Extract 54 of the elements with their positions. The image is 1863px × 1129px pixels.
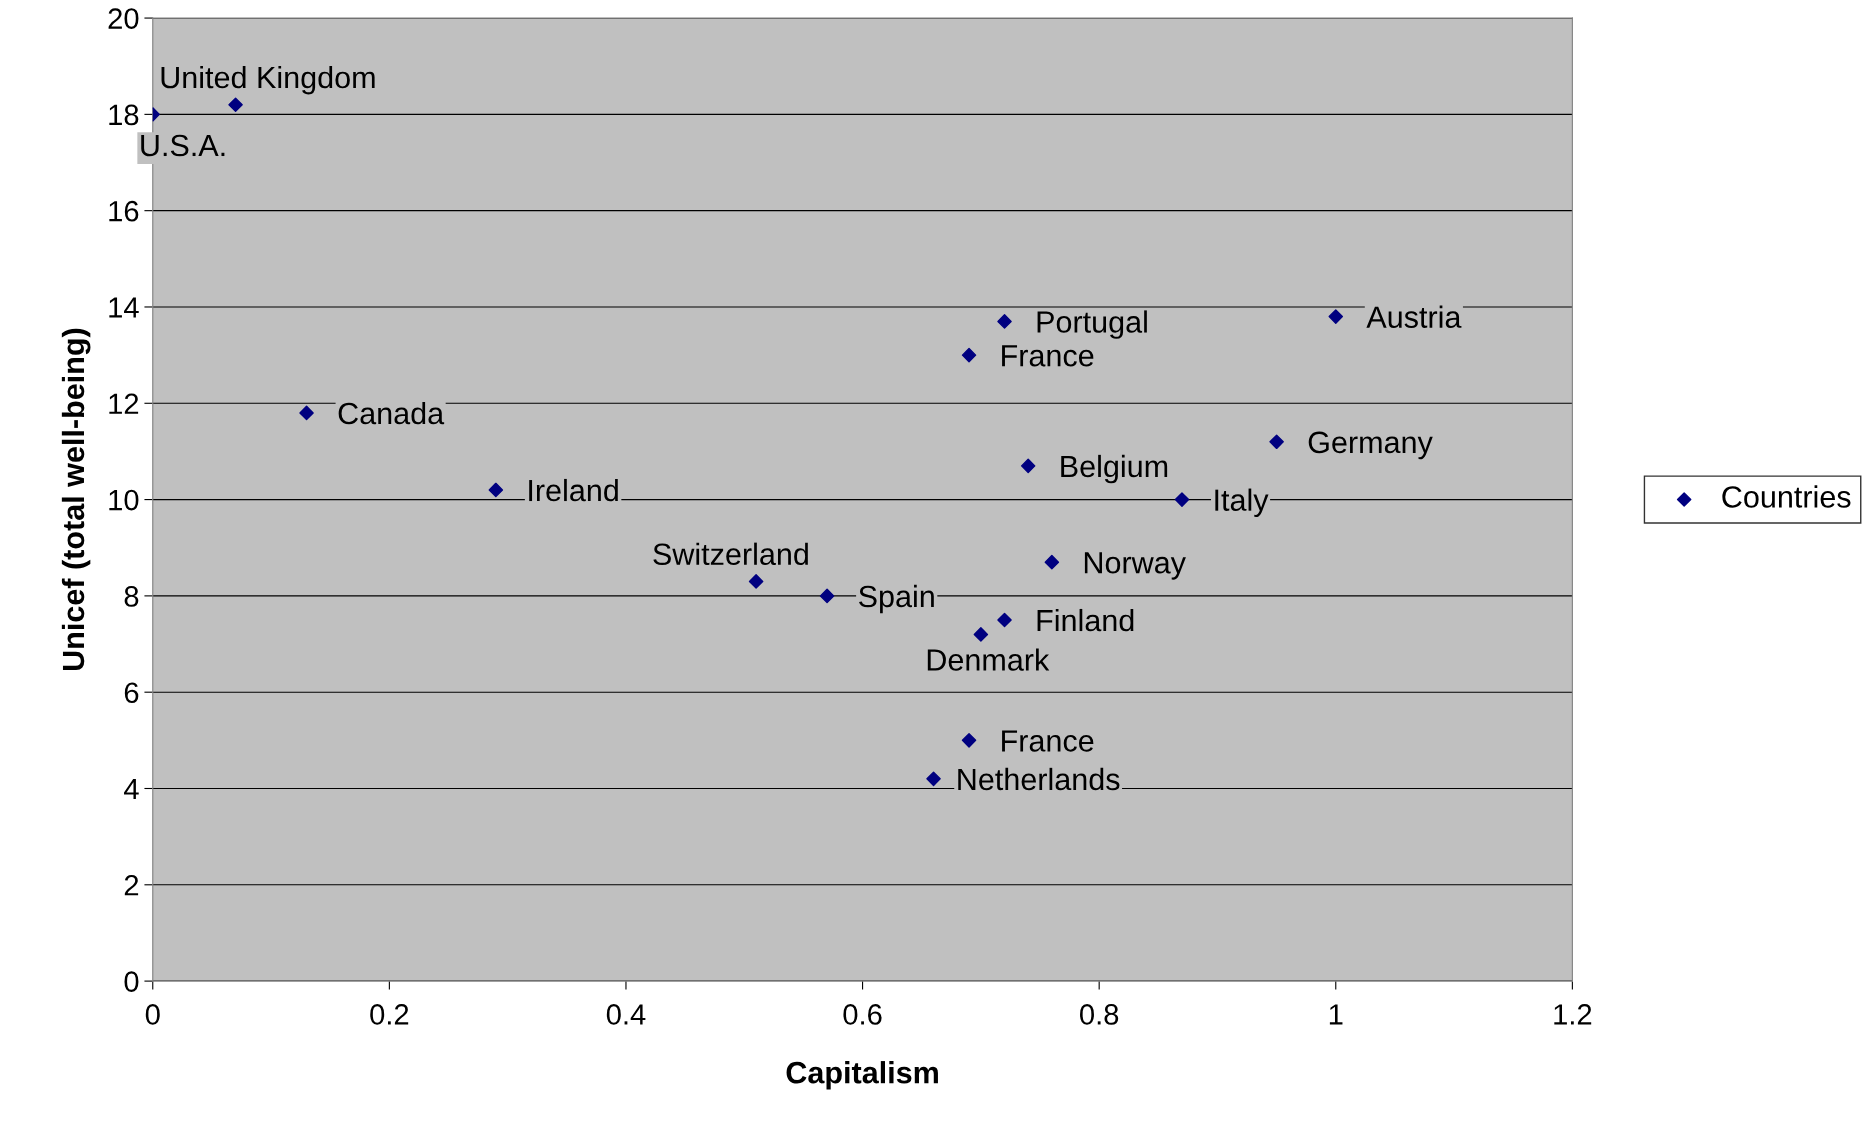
annotation: U.S.A.	[141, 134, 225, 157]
point	[997, 314, 1012, 329]
annotation: Netherlands	[958, 767, 1120, 791]
annotation: Ireland	[529, 478, 618, 502]
y-axis-title: Unicef (total well-being)	[61, 328, 91, 671]
x-tick-label: 1	[1329, 1004, 1343, 1025]
point	[961, 347, 977, 363]
annotation: Belgium	[1061, 454, 1168, 484]
x-tick-label: 0.4	[606, 1004, 646, 1025]
annotation: Italy	[1215, 488, 1269, 518]
x-tick-label: 0	[145, 1004, 160, 1025]
y-tick-label: 20	[108, 8, 139, 29]
y-tick-label: 6	[124, 682, 139, 704]
annotation: Denmark	[927, 648, 1050, 671]
point	[228, 97, 243, 113]
annotation: Norway	[1084, 552, 1186, 580]
point	[1020, 458, 1036, 474]
y-tick-label: 2	[124, 875, 139, 896]
y-tick-label: 16	[109, 200, 139, 222]
annotation: Finland	[1037, 608, 1134, 632]
point	[1269, 434, 1284, 450]
point	[748, 574, 764, 589]
y-tick-label: 18	[109, 104, 139, 126]
annotation: Canada	[338, 401, 445, 425]
y-tick-label: 4	[124, 779, 139, 800]
y-tick-label: 0	[124, 971, 139, 992]
annotation: Austria	[1366, 305, 1462, 329]
x-axis-title: Capitalism	[786, 1061, 938, 1090]
point	[1044, 554, 1060, 570]
point	[926, 771, 941, 787]
annotation: Switzerland	[653, 542, 808, 566]
x-tick-label: 0.8	[1080, 1004, 1119, 1025]
legend-label: Countries	[1722, 485, 1851, 508]
y-tick-label: 10	[109, 489, 139, 511]
annotation: Portugal	[1037, 310, 1147, 339]
annotation: France	[1002, 730, 1094, 752]
point	[997, 612, 1012, 628]
point	[1174, 492, 1190, 507]
annotation: Germany	[1308, 431, 1433, 460]
x-tick-label: 1.2	[1554, 1004, 1592, 1025]
point	[1328, 309, 1344, 324]
annotation: France	[1002, 345, 1094, 367]
y-tick-label: 12	[109, 393, 139, 414]
point	[973, 627, 989, 642]
x-tick-label: 0.2	[370, 1004, 409, 1025]
y-tick-label: 14	[109, 297, 139, 318]
x-tick-label: 0.6	[843, 1004, 882, 1025]
point	[961, 733, 977, 748]
point	[299, 405, 314, 421]
annotation: Spain	[859, 584, 934, 614]
y-tick-label: 8	[124, 586, 139, 607]
point	[819, 588, 835, 604]
point	[488, 482, 504, 498]
annotation: United Kingdom	[161, 65, 375, 95]
